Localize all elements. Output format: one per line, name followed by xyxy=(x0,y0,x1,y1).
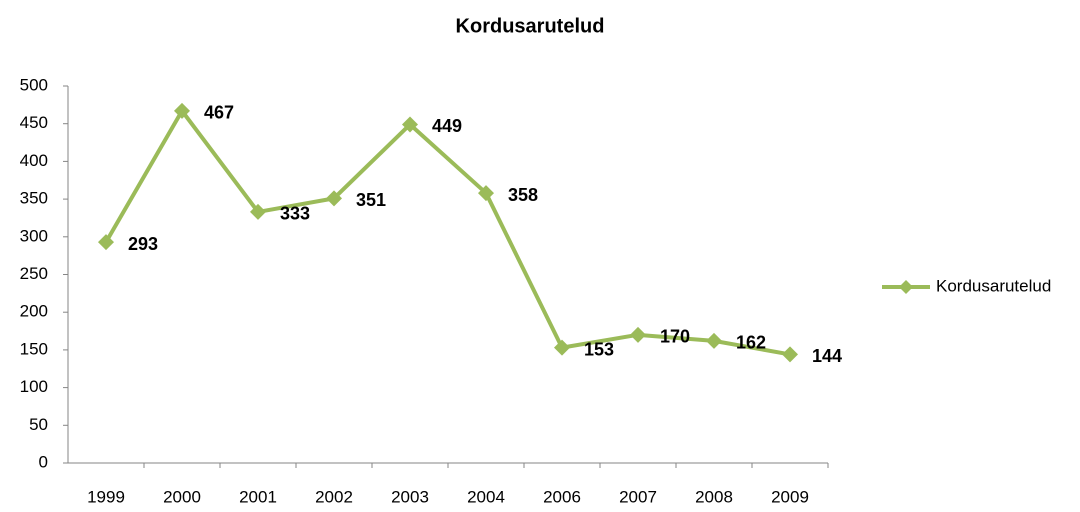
data-point xyxy=(478,185,494,202)
x-tick-label: 2009 xyxy=(771,487,809,506)
y-tick-label: 150 xyxy=(20,339,48,358)
data-label: 358 xyxy=(508,185,538,205)
data-label: 449 xyxy=(432,116,462,136)
series-line xyxy=(104,108,791,357)
y-tick-label: 350 xyxy=(20,189,48,208)
x-tick-label: 2002 xyxy=(315,487,353,506)
data-point xyxy=(706,332,722,349)
data-label: 351 xyxy=(356,190,386,210)
x-tick-label: 1999 xyxy=(87,487,125,506)
y-tick-label: 400 xyxy=(20,151,48,170)
data-label: 162 xyxy=(736,333,766,353)
data-label: 467 xyxy=(204,103,234,123)
y-tick-label: 450 xyxy=(20,113,48,132)
legend-label: Kordusarutelud xyxy=(936,276,1051,295)
data-point xyxy=(174,102,190,119)
data-label: 293 xyxy=(128,234,158,254)
data-label: 333 xyxy=(280,204,310,224)
chart-title: Kordusarutelud xyxy=(456,15,605,37)
y-tick-label: 100 xyxy=(20,377,48,396)
data-point xyxy=(402,116,418,133)
y-tick-label: 500 xyxy=(20,75,48,94)
y-tick-label: 0 xyxy=(39,452,48,471)
x-tick-label: 2006 xyxy=(543,487,581,506)
data-point xyxy=(326,190,342,207)
data-label: 153 xyxy=(584,339,614,359)
y-tick-label: 50 xyxy=(29,415,48,434)
data-point xyxy=(782,346,798,363)
data-point xyxy=(250,203,266,220)
x-tick-label: 2004 xyxy=(467,487,505,506)
x-tick-label: 2003 xyxy=(391,487,429,506)
x-tick-label: 2001 xyxy=(239,487,277,506)
data-point xyxy=(630,326,646,343)
legend-marker xyxy=(899,280,913,294)
data-label: 170 xyxy=(660,327,690,347)
y-tick-label: 300 xyxy=(20,226,48,245)
x-tick-label: 2007 xyxy=(619,487,657,506)
x-tick-label: 2000 xyxy=(163,487,201,506)
y-tick-label: 250 xyxy=(20,264,48,283)
data-point xyxy=(554,339,570,356)
x-tick-label: 2008 xyxy=(695,487,733,506)
data-point xyxy=(98,234,114,251)
data-label: 144 xyxy=(812,346,842,366)
y-tick-label: 200 xyxy=(20,302,48,321)
